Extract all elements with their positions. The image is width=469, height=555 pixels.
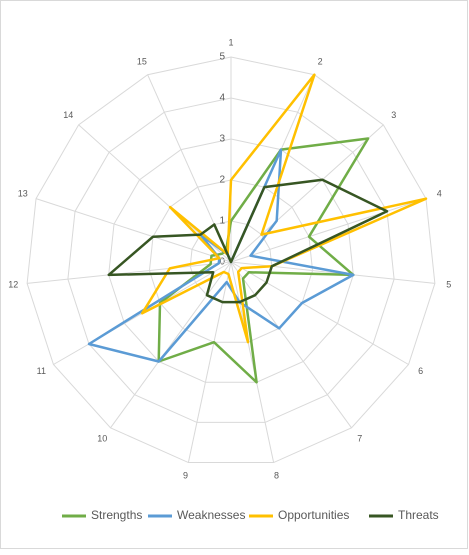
category-label: 8 bbox=[274, 471, 279, 481]
legend-label: Strengths bbox=[91, 508, 142, 522]
axis-spoke bbox=[35, 198, 232, 263]
grid-ring bbox=[108, 138, 354, 383]
axis-spoke bbox=[230, 261, 275, 463]
axis-spoke bbox=[230, 198, 427, 263]
category-label: 14 bbox=[63, 110, 73, 120]
axis-spoke bbox=[187, 261, 232, 463]
r-tick-label: 1 bbox=[219, 216, 225, 227]
axis-spoke bbox=[230, 261, 409, 365]
category-label: 3 bbox=[391, 110, 396, 120]
grid-ring bbox=[67, 97, 395, 423]
legend-label: Opportunities bbox=[278, 508, 349, 522]
category-label: 13 bbox=[18, 189, 28, 199]
r-tick-label: 5 bbox=[219, 52, 225, 63]
series-line bbox=[107, 178, 389, 304]
axis-spoke bbox=[27, 261, 232, 284]
category-label: 15 bbox=[137, 56, 147, 66]
grid-ring bbox=[148, 179, 314, 343]
category-label: 12 bbox=[8, 279, 18, 289]
axis-spoke bbox=[230, 124, 384, 263]
axis-spoke bbox=[110, 261, 232, 429]
category-label: 1 bbox=[228, 37, 233, 47]
category-label: 10 bbox=[97, 434, 107, 444]
category-label: 5 bbox=[446, 279, 451, 289]
category-label: 4 bbox=[437, 189, 442, 199]
legend-label: Weaknesses bbox=[177, 508, 245, 522]
category-label: 9 bbox=[183, 471, 188, 481]
category-label: 6 bbox=[418, 366, 423, 376]
legend-label: Threats bbox=[398, 508, 439, 522]
r-tick-label: 3 bbox=[219, 134, 225, 145]
category-label: 7 bbox=[357, 434, 362, 444]
grid-ring bbox=[26, 56, 436, 464]
r-tick-label: 2 bbox=[219, 175, 225, 186]
r-tick-label: 0 bbox=[219, 257, 225, 268]
category-label: 2 bbox=[318, 56, 323, 66]
category-label: 11 bbox=[37, 366, 46, 376]
series-line bbox=[140, 73, 428, 344]
r-tick-label: 4 bbox=[219, 93, 225, 104]
axis-spoke bbox=[230, 261, 352, 429]
